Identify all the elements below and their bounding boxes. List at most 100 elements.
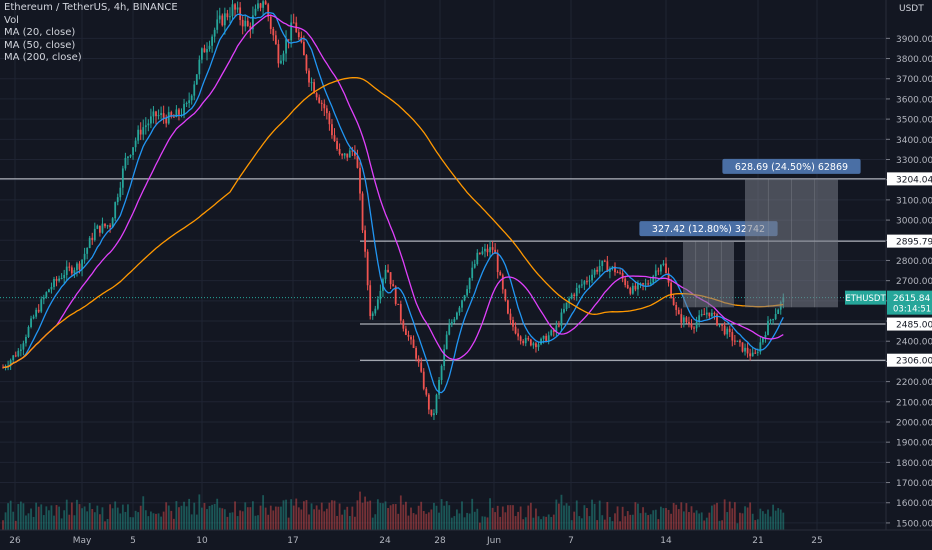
volume-bar: [764, 513, 767, 530]
volume-bar: [453, 516, 456, 530]
candle-body: [468, 278, 471, 290]
volume-bar: [129, 517, 132, 530]
volume-bar: [754, 520, 757, 530]
candle-body: [389, 272, 392, 285]
level-price-label: 3204.04: [896, 175, 932, 185]
price-axis[interactable]: 1500.00 1600.00 1700.00 1800.00 1900.00 2000.…: [845, 0, 932, 550]
candle-body: [346, 153, 349, 158]
candle-body: [160, 113, 162, 115]
candle-body: [175, 109, 178, 118]
volume-bar: [25, 515, 27, 530]
volume-bar: [711, 505, 713, 530]
volume-bar: [739, 512, 741, 530]
current-price-tag: [887, 290, 932, 315]
volume-bar: [507, 505, 509, 530]
volume-bar: [438, 512, 440, 530]
candle-body: [96, 225, 99, 229]
candle-body: [693, 327, 695, 329]
volume-bar: [545, 516, 548, 530]
price-projections[interactable]: 327.42 (12.80%) 32742 628.69 (24.50%) 628…: [639, 158, 861, 308]
volume-bar: [303, 501, 305, 530]
candle-body: [30, 318, 32, 328]
volume-bar: [295, 498, 298, 530]
volume-bar: [384, 501, 387, 530]
candle-body: [466, 289, 468, 296]
candle-body: [185, 103, 188, 105]
volume-bar: [4, 512, 7, 530]
candle-body: [621, 273, 624, 279]
candle-body: [53, 279, 55, 287]
symbol-tag: [845, 290, 886, 305]
candle-body: [512, 319, 514, 327]
candle-body: [657, 270, 660, 272]
current-price-label: 2615.84: [893, 294, 930, 304]
projection-label: 628.69 (24.50%) 62869: [735, 162, 848, 173]
volume-bar: [685, 503, 688, 530]
volume-bar: [364, 496, 366, 530]
volume-bar: [481, 516, 484, 530]
candle-body: [226, 13, 229, 18]
volume-bar: [193, 502, 196, 530]
candle-body: [736, 340, 739, 342]
candle-body: [111, 218, 114, 228]
volume-bar: [37, 506, 40, 530]
volume-bar: [229, 512, 231, 530]
volume-bar: [435, 505, 438, 530]
price-tick-label: 3600.00: [896, 95, 932, 105]
volume-bar: [109, 504, 111, 530]
volume-bar: [565, 503, 568, 530]
volume-bar: [157, 513, 160, 530]
candle-body: [134, 140, 137, 148]
candle-body: [762, 337, 764, 343]
legend-ma200: MA (200, close): [4, 52, 82, 63]
volume-bar: [642, 507, 644, 530]
volume-bar: [670, 513, 672, 530]
volume-bar: [547, 514, 550, 530]
price-tick-label: 2800.00: [896, 257, 932, 267]
candle-body: [560, 312, 563, 326]
candle-body: [772, 319, 774, 321]
candle-body: [540, 338, 542, 345]
volume-bars: [2, 491, 785, 530]
volume-bar: [91, 509, 94, 530]
candle-body: [336, 141, 338, 149]
candle-body: [496, 253, 499, 273]
volume-bar: [713, 504, 716, 530]
candle-body: [101, 223, 104, 233]
candle-body: [257, 3, 259, 9]
volume-bar: [392, 504, 395, 530]
candle-body: [83, 253, 86, 260]
volume-bar: [369, 500, 372, 530]
volume-bar: [155, 513, 157, 530]
candle-body: [509, 313, 512, 320]
volume-bar: [374, 514, 377, 530]
price-tick-label: 3400.00: [896, 136, 932, 146]
candle-body: [124, 157, 127, 169]
time-axis[interactable]: 26 May 5 10 17 24 28 Jun 7 14 21 25: [0, 529, 932, 550]
candle-body: [555, 325, 558, 332]
volume-bar: [195, 514, 198, 530]
volume-bar: [772, 504, 774, 530]
candle-body: [430, 409, 433, 416]
volume-bar: [226, 516, 229, 530]
volume-bar: [272, 510, 275, 530]
candle-body: [137, 129, 140, 141]
volume-bar: [119, 513, 122, 530]
volume-bar: [22, 503, 25, 530]
candle-body: [583, 281, 586, 285]
volume-bar: [325, 508, 328, 530]
time-tick-label: 25: [811, 536, 822, 546]
volume-bar: [425, 513, 428, 530]
time-tick-label: 28: [434, 536, 446, 546]
candle-body: [216, 19, 219, 30]
volume-bar: [407, 515, 410, 530]
candle-body: [759, 342, 762, 352]
projection-label: 327.42 (12.80%) 32742: [652, 224, 765, 235]
candle-body: [25, 337, 27, 344]
volume-bar: [524, 517, 527, 530]
volume-bar: [147, 516, 150, 530]
volume-bar: [178, 507, 180, 530]
volume-bar: [463, 517, 466, 530]
candle-body: [501, 275, 504, 290]
